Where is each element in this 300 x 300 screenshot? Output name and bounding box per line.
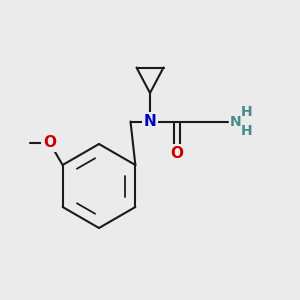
Text: O: O — [43, 135, 56, 150]
Text: N: N — [144, 114, 156, 129]
Text: H: H — [241, 124, 252, 138]
Text: H: H — [241, 105, 252, 119]
Text: N: N — [230, 115, 241, 128]
Text: O: O — [170, 146, 184, 160]
